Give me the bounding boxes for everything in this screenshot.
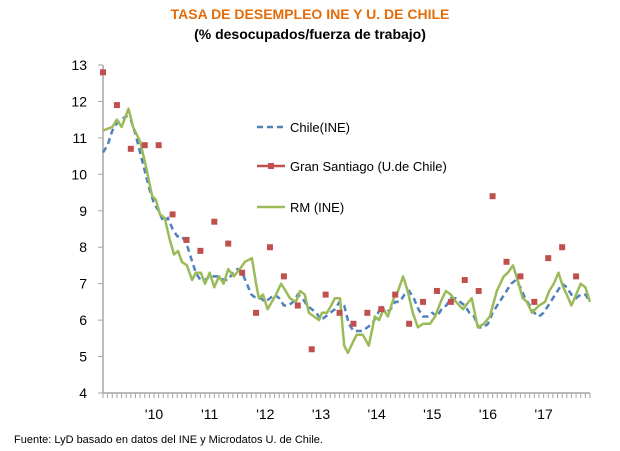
data-point-gran-santiago [183,236,190,243]
legend-label: Gran Santiago (U.de Chile) [290,159,447,174]
chart-title: TASA DE DESEMPLEO INE Y U. DE CHILE [170,6,450,22]
data-point-gran-santiago [447,298,454,305]
y-tick-label: 10 [71,166,87,182]
data-point-gran-santiago [392,291,399,298]
data-point-gran-santiago [141,142,148,149]
data-point-gran-santiago [573,273,580,280]
data-point-gran-santiago [100,69,106,76]
data-point-gran-santiago [336,309,343,316]
data-point-gran-santiago [545,255,552,262]
axes: 4 5 6 7 8 9 10 11 12 13 '10 '11 '12 '13 '14 '15 '16 '17 [71,57,591,422]
legend: Chile(INE) Gran Santiago (U.de Chile) RM (… [257,120,447,215]
data-point-gran-santiago [503,258,510,265]
data-point-gran-santiago [433,287,440,294]
y-tick-label: 11 [72,130,87,146]
y-tick-label: 12 [71,93,87,109]
y-tick-label: 8 [79,239,87,255]
data-point-gran-santiago [253,309,260,316]
series-line-chile-ine [101,114,592,333]
x-tick-label: '15 [423,406,441,422]
legend-label: RM (INE) [290,200,344,215]
data-point-gran-santiago [239,269,246,276]
x-tick-label: '17 [534,406,552,422]
data-point-gran-santiago [155,142,162,149]
series-line-rm-ine [102,107,592,355]
data-point-gran-santiago [266,244,273,251]
y-tick-label: 9 [79,203,87,219]
y-tick-label: 4 [79,385,87,401]
data-point-gran-santiago [308,346,315,353]
data-point-gran-santiago [531,298,538,305]
data-point-gran-santiago [364,309,371,316]
x-tick-label: '14 [368,406,386,422]
data-point-gran-santiago [559,244,566,251]
legend-swatch-gran-santiago-marker [268,163,274,169]
source-footnote: Fuente: LyD basado en datos del INE y Mi… [14,434,323,446]
data-point-gran-santiago [225,240,232,247]
y-tick-label: 7 [79,276,87,292]
data-point-gran-santiago [461,277,468,284]
x-tick-label: '10 [145,406,163,422]
data-point-gran-santiago [406,320,413,327]
x-tick-label: '11 [201,406,218,422]
data-point-gran-santiago [169,211,176,218]
x-tick-label: '16 [479,406,497,422]
y-tick-label: 13 [71,57,87,73]
data-point-gran-santiago [420,298,427,305]
chart-subtitle: (% desocupados/fuerza de trabajo) [194,26,426,42]
data-point-gran-santiago [113,102,120,109]
y-tick-label: 5 [79,349,87,365]
x-tick-label: '13 [312,406,330,422]
data-point-gran-santiago [350,320,357,327]
data-point-gran-santiago [517,273,524,280]
data-point-gran-santiago [322,291,329,298]
series-group [100,69,592,355]
data-point-gran-santiago [294,302,301,309]
data-point-gran-santiago [489,193,496,200]
data-point-gran-santiago [280,273,287,280]
data-point-gran-santiago [475,287,482,294]
data-point-gran-santiago [378,306,385,313]
data-point-gran-santiago [211,218,218,225]
legend-label: Chile(INE) [290,120,350,135]
data-point-gran-santiago [127,145,134,152]
y-tick-label: 6 [79,312,87,328]
data-point-gran-santiago [197,247,204,254]
x-tick-label: '12 [256,406,274,422]
